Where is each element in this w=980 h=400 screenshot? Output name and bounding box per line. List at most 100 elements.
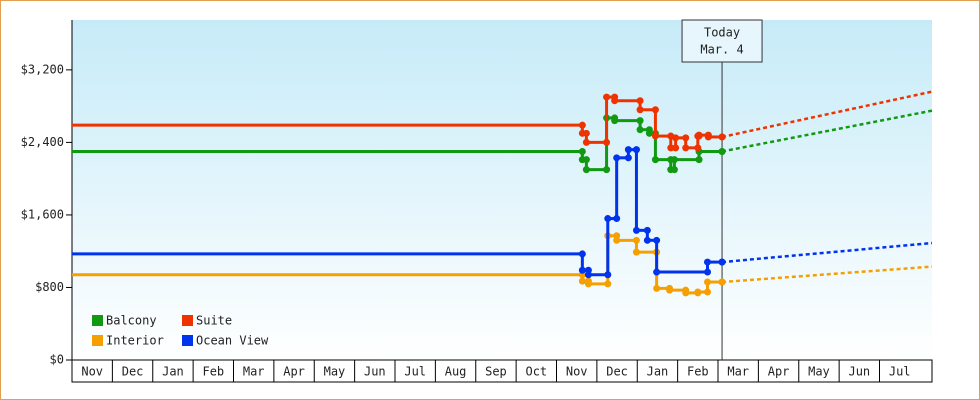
legend-label: Ocean View bbox=[196, 334, 269, 348]
x-tick-label: Nov bbox=[81, 365, 103, 379]
step-marker bbox=[603, 166, 611, 174]
today-label: Today bbox=[704, 26, 740, 40]
step-marker bbox=[653, 284, 661, 292]
step-marker bbox=[672, 134, 680, 142]
y-tick-label: $1,600 bbox=[21, 207, 64, 221]
step-marker bbox=[653, 236, 661, 244]
step-marker bbox=[578, 121, 586, 129]
step-marker bbox=[613, 215, 621, 223]
y-tick-label: $0 bbox=[50, 353, 64, 367]
x-tick-label: Aug bbox=[445, 365, 467, 379]
step-marker bbox=[584, 280, 592, 288]
step-marker bbox=[578, 266, 586, 274]
step-marker bbox=[651, 106, 659, 114]
step-marker bbox=[582, 129, 590, 137]
x-tick-label: Mar bbox=[243, 365, 265, 379]
step-marker bbox=[582, 166, 590, 174]
forecast-line bbox=[721, 265, 933, 284]
y-tick-label: $2,400 bbox=[21, 135, 64, 149]
step-marker bbox=[653, 268, 661, 276]
step-marker bbox=[704, 278, 712, 286]
step-marker bbox=[718, 133, 726, 141]
step-marker bbox=[694, 144, 702, 152]
step-marker bbox=[645, 129, 653, 137]
legend-swatch bbox=[92, 335, 103, 346]
x-tick-label: Jun bbox=[848, 365, 870, 379]
step-marker bbox=[604, 271, 612, 279]
step-marker bbox=[672, 144, 680, 152]
x-tick-label: Mar bbox=[727, 365, 749, 379]
step-marker bbox=[578, 277, 586, 285]
legend-label: Interior bbox=[106, 334, 164, 348]
step-marker bbox=[632, 236, 640, 244]
step-marker bbox=[613, 236, 621, 244]
step-marker bbox=[604, 215, 612, 223]
step-marker bbox=[603, 138, 611, 146]
forecast-line bbox=[721, 109, 933, 153]
step-marker bbox=[666, 286, 674, 294]
step-marker bbox=[636, 106, 644, 114]
y-tick-label: $3,200 bbox=[21, 62, 64, 76]
x-tick-label: Jul bbox=[889, 365, 911, 379]
step-marker bbox=[718, 278, 726, 286]
x-tick-label: Jun bbox=[364, 365, 386, 379]
step-marker bbox=[632, 248, 640, 256]
step-marker bbox=[604, 280, 612, 288]
today-box bbox=[681, 19, 763, 63]
x-tick-label: Apr bbox=[768, 365, 790, 379]
forecast-line bbox=[721, 90, 933, 139]
step-marker bbox=[582, 138, 590, 146]
step-marker bbox=[651, 132, 659, 140]
step-marker bbox=[632, 226, 640, 234]
step-marker bbox=[695, 156, 703, 164]
step-marker bbox=[624, 154, 632, 162]
x-tick-label: Oct bbox=[525, 365, 547, 379]
step-marker bbox=[578, 147, 586, 155]
legend-label: Balcony bbox=[106, 314, 157, 328]
step-marker bbox=[613, 154, 621, 162]
legend-label: Suite bbox=[196, 314, 232, 328]
forecast-line bbox=[721, 241, 933, 264]
step-marker bbox=[651, 156, 659, 164]
step-marker bbox=[636, 117, 644, 125]
legend-swatch bbox=[92, 315, 103, 326]
x-tick-label: Feb bbox=[687, 365, 709, 379]
step-marker bbox=[704, 133, 712, 141]
x-tick-label: Nov bbox=[566, 365, 588, 379]
legend-swatch bbox=[182, 335, 193, 346]
step-marker bbox=[582, 156, 590, 164]
x-tick-label: Apr bbox=[283, 365, 305, 379]
step-marker bbox=[704, 288, 712, 296]
y-tick-label: $800 bbox=[35, 280, 64, 294]
x-tick-label: Dec bbox=[122, 365, 144, 379]
step-marker bbox=[682, 144, 690, 152]
step-marker bbox=[611, 117, 619, 125]
step-marker bbox=[636, 126, 644, 134]
step-marker bbox=[603, 93, 611, 101]
step-marker bbox=[636, 97, 644, 105]
step-marker bbox=[578, 250, 586, 258]
step-marker bbox=[670, 156, 678, 164]
today-date: Mar. 4 bbox=[700, 43, 743, 57]
step-marker bbox=[584, 271, 592, 279]
step-marker bbox=[611, 97, 619, 105]
x-tick-label: Jan bbox=[162, 365, 184, 379]
x-tick-label: May bbox=[324, 365, 346, 379]
x-tick-label: Sep bbox=[485, 365, 507, 379]
step-marker bbox=[718, 147, 726, 155]
step-marker bbox=[704, 258, 712, 266]
x-tick-label: Feb bbox=[202, 365, 224, 379]
step-marker bbox=[632, 146, 640, 154]
step-marker bbox=[682, 289, 690, 297]
step-marker bbox=[704, 268, 712, 276]
step-marker bbox=[682, 134, 690, 142]
step-marker bbox=[694, 288, 702, 296]
x-tick-label: Jan bbox=[647, 365, 669, 379]
x-tick-label: Jul bbox=[404, 365, 426, 379]
step-marker bbox=[670, 166, 678, 174]
legend-swatch bbox=[182, 315, 193, 326]
step-marker bbox=[643, 226, 651, 234]
step-marker bbox=[624, 146, 632, 154]
step-marker bbox=[667, 144, 675, 152]
x-tick-label: Dec bbox=[606, 365, 628, 379]
